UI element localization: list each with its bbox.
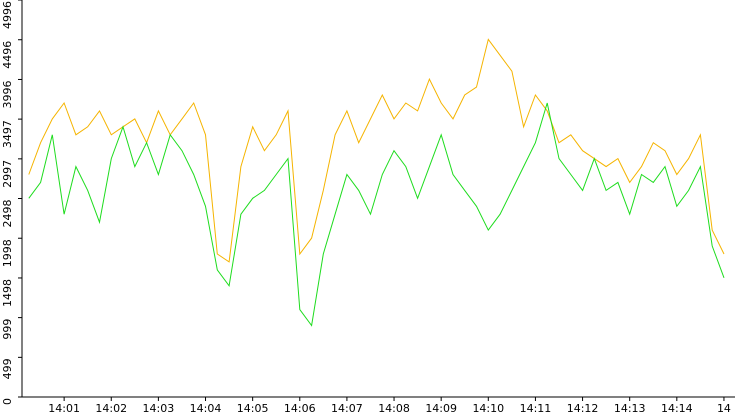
y-tick-label: 1498 xyxy=(1,279,14,307)
x-tick-label: 14:13 xyxy=(614,402,646,415)
y-tick-label: 3497 xyxy=(1,120,14,148)
x-tick-label: 14:06 xyxy=(284,402,316,415)
x-tick-label: 14:07 xyxy=(331,402,363,415)
x-tick-label: 14 xyxy=(717,402,731,415)
x-tick-label: 14:02 xyxy=(95,402,127,415)
y-tick-label: 1998 xyxy=(1,239,14,267)
y-tick-label: 999 xyxy=(1,319,14,340)
x-tick-label: 14:01 xyxy=(48,402,80,415)
x-tick-label: 14:14 xyxy=(661,402,693,415)
y-tick-label: 499 xyxy=(1,358,14,379)
y-tick-label: 4496 xyxy=(1,41,14,69)
y-tick-label: 4996 xyxy=(1,1,14,29)
x-tick-label: 14:11 xyxy=(520,402,552,415)
x-tick-label: 14:08 xyxy=(378,402,410,415)
x-tick-label: 14:05 xyxy=(237,402,269,415)
series-line xyxy=(28,38,725,263)
x-tick-label: 14:09 xyxy=(425,402,457,415)
series-line xyxy=(28,102,725,327)
y-tick-label: 2997 xyxy=(1,160,14,188)
x-tick-label: 14:12 xyxy=(567,402,599,415)
x-tick-label: 14:03 xyxy=(143,402,175,415)
y-tick-label: 2498 xyxy=(1,200,14,228)
y-tick-label: 0 xyxy=(1,398,14,405)
y-tick-label: 3996 xyxy=(1,80,14,108)
x-tick-label: 14:10 xyxy=(472,402,504,415)
x-tick-label: 14:04 xyxy=(190,402,222,415)
